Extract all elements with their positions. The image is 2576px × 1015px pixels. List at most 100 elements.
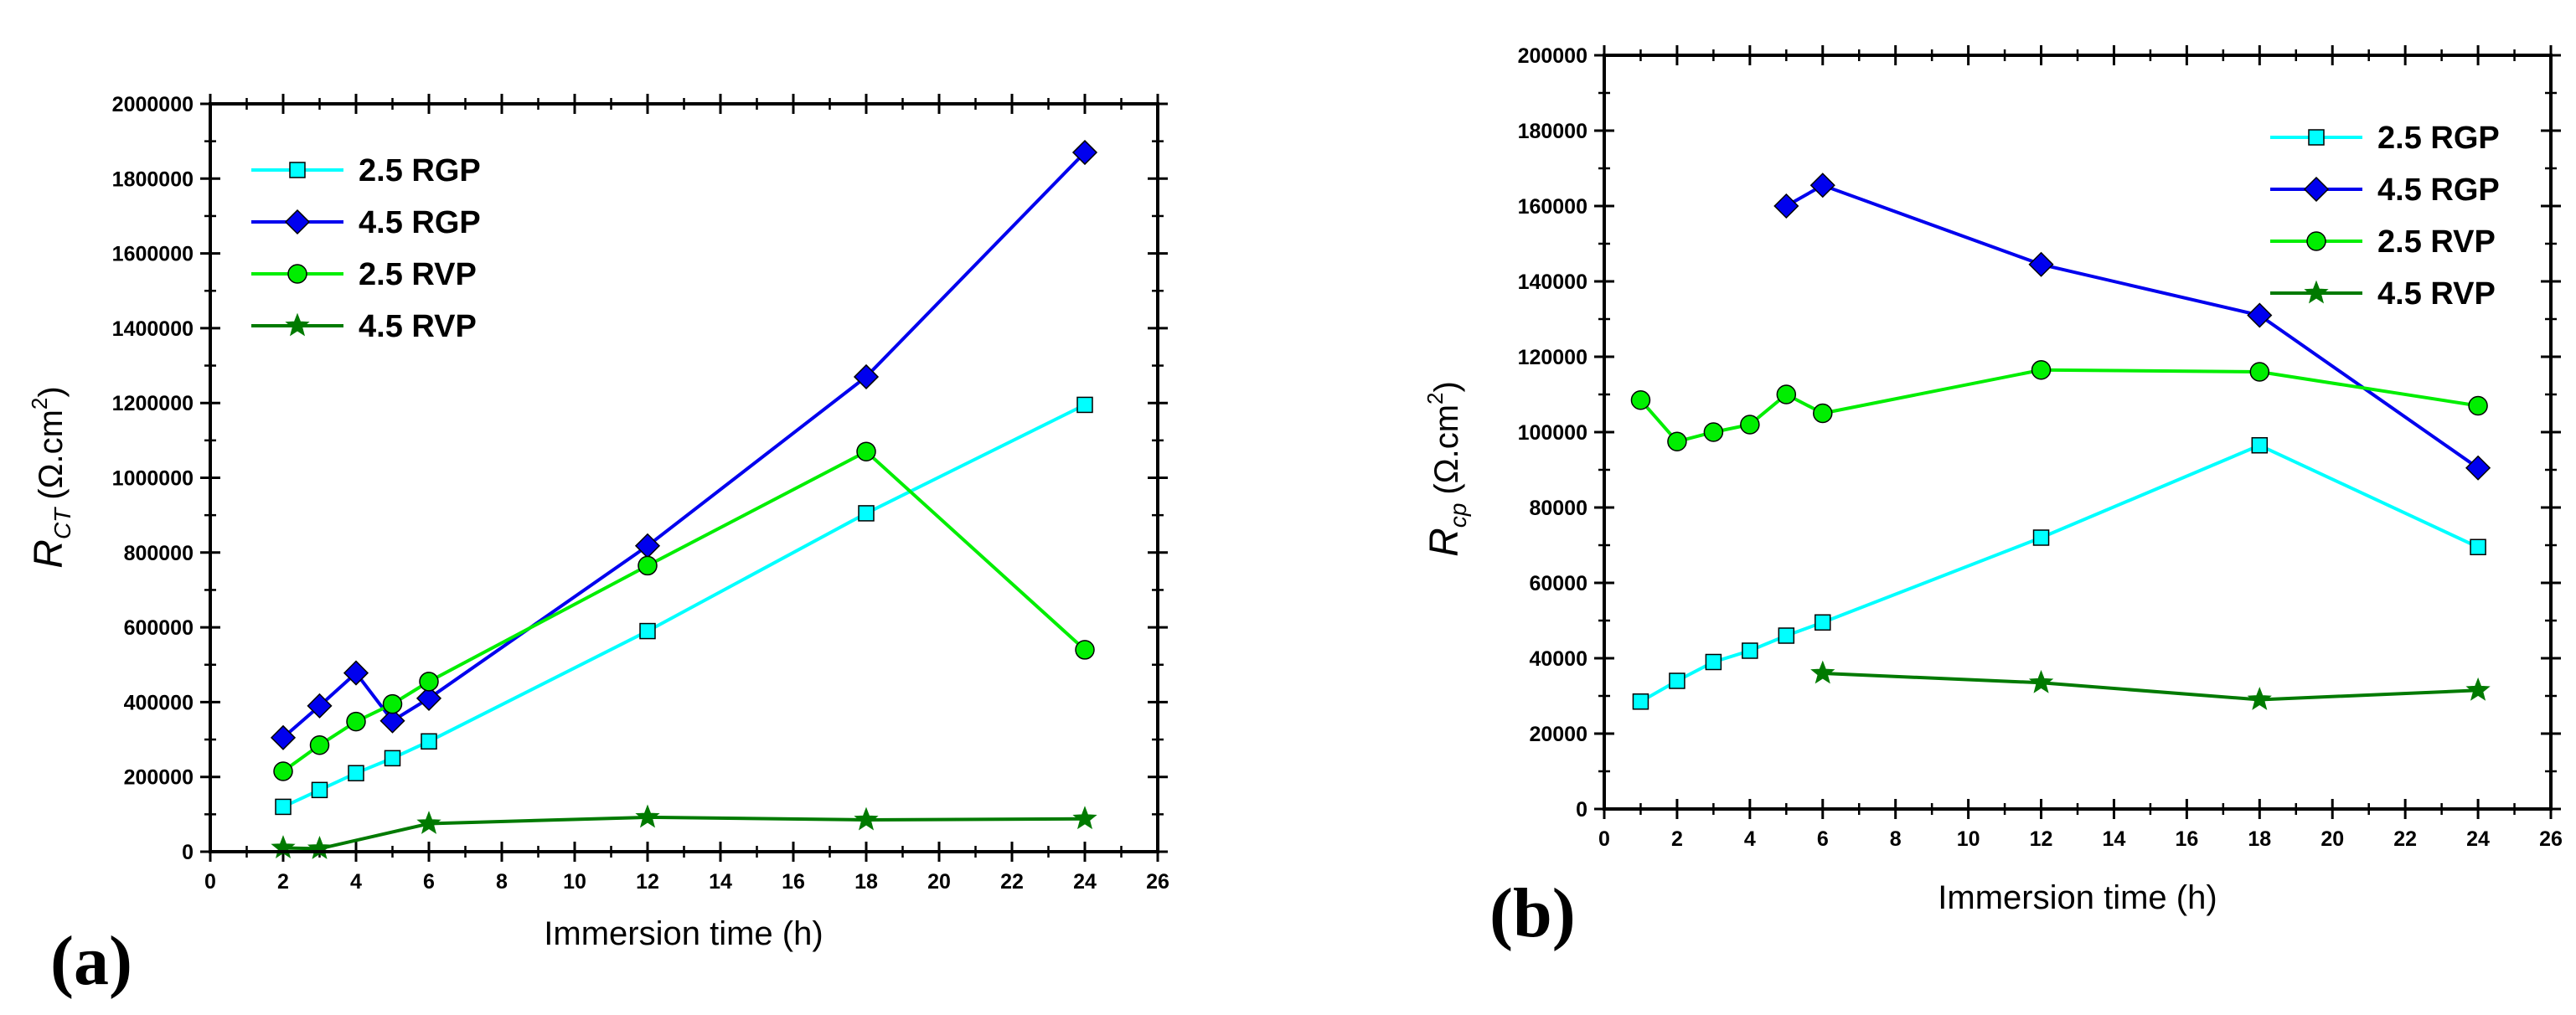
data-point-2-5-rgp: [384, 750, 401, 767]
x-tick-label: 22: [2393, 827, 2417, 851]
data-point-2-5-rvp: [2249, 362, 2270, 382]
data-point-2-5-rvp: [638, 555, 658, 576]
data-point-2-5-rgp: [275, 798, 292, 816]
x-tick-labels-b: 0 2 4 6 8 10 12 14 16 18 20 22 24 26: [1598, 827, 2563, 851]
y-tick-label: 140000: [1518, 270, 1587, 294]
x-tick-labels-a: 0 2 4 6 8 10 12 14 16 18 20 22 24 26: [204, 870, 1169, 894]
y-tick-label: 1400000: [112, 317, 194, 341]
x-tick-label: 20: [2320, 827, 2344, 851]
x-axis-title-a: Immersion time (h): [544, 915, 823, 952]
data-point-4-5-rvp: [416, 811, 441, 834]
y-tick-label: 20000: [1529, 723, 1587, 746]
legend-label: 2.5 RVP: [359, 257, 477, 292]
data-point-4-5-rgp: [1809, 173, 1835, 198]
x-tick-label: 24: [1073, 870, 1097, 894]
y-tick-label: 60000: [1529, 572, 1587, 595]
data-point-4-5-rvp: [1072, 806, 1097, 830]
data-point-2-5-rvp: [856, 441, 876, 461]
data-point-4-5-rgp: [2465, 455, 2491, 481]
y-tick-label: 400000: [124, 691, 194, 714]
x-tick-label: 16: [2175, 827, 2198, 851]
legend-label: 4.5 RVP: [2377, 276, 2496, 312]
legend-label: 4.5 RVP: [359, 309, 477, 344]
y-tick-label: 1000000: [112, 467, 194, 491]
data-point-2-5-rgp: [1705, 653, 1722, 671]
y-axis-title-b: Rcp(Ω.cm2): [1422, 381, 1471, 557]
x-tick-label: 26: [2539, 827, 2563, 851]
x-tick-label: 14: [2103, 827, 2126, 851]
y-tick-label: 1200000: [112, 392, 194, 415]
legend-label: 4.5 RGP: [2377, 173, 2500, 208]
x-tick-label: 0: [204, 870, 216, 894]
plot-area-a: [200, 94, 1168, 862]
legend-swatch-marker: [2306, 231, 2326, 251]
data-point-2-5-rgp: [311, 781, 328, 799]
y-tick-label: 1800000: [112, 167, 194, 191]
panel-label-a: (a): [50, 922, 132, 1000]
data-point-2-5-rvp: [1075, 640, 1095, 660]
x-tick-label: 10: [1957, 827, 1980, 851]
panel-label-b: (b): [1489, 874, 1576, 952]
legend-item-2-5-rgp: 2.5 RGP: [251, 153, 481, 188]
data-point-4-5-rgp: [853, 363, 880, 390]
chart-panel-b: 0 2 4 6 8 10 12 14 16 18 20 22 24 26 0200004000060000…: [1422, 44, 2563, 952]
data-point-4-5-rvp: [2465, 677, 2491, 701]
series-2-5-rvp: [273, 441, 1095, 781]
y-tick-label: 600000: [124, 616, 194, 640]
x-tick-label: 12: [2030, 827, 2053, 851]
data-point-4-5-rgp: [1773, 193, 1799, 219]
data-point-2-5-rvp: [1703, 422, 1724, 442]
data-point-2-5-rgp: [858, 505, 875, 522]
x-axis-title-b: Immersion time (h): [1938, 879, 2217, 916]
data-point-4-5-rgp: [307, 693, 333, 719]
plot-frame-b: [1603, 54, 2553, 811]
y-tick-labels-b: 0 20000 40000 60000 80000 100000 120000 140000 1…: [1518, 44, 1587, 822]
data-point-4-5-rvp: [2247, 687, 2272, 710]
legend-swatch-marker: [2303, 176, 2330, 203]
y-tick-label: 160000: [1518, 195, 1587, 219]
series-4-5-rgp: [1773, 173, 2491, 481]
legend-item-4-5-rvp: 4.5 RVP: [251, 309, 477, 344]
y-tick-label: 80000: [1529, 497, 1587, 520]
x-tick-label: 4: [1744, 827, 1756, 851]
data-point-2-5-rgp: [2470, 538, 2486, 555]
x-tick-label: 2: [277, 870, 289, 894]
data-point-4-5-rvp: [2028, 669, 2054, 693]
x-tick-label: 6: [1817, 827, 1829, 851]
data-point-2-5-rgp: [1778, 627, 1795, 644]
data-point-4-5-rvp: [1810, 660, 1835, 684]
series-line-4-5-rvp: [1822, 672, 2479, 702]
data-point-2-5-rvp: [1667, 431, 1687, 451]
series-4-5-rgp: [270, 139, 1098, 750]
series-2-5-rgp: [275, 396, 1093, 816]
x-tick-label: 26: [1146, 870, 1169, 894]
x-tick-label: 22: [1000, 870, 1024, 894]
series-line-2-5-rgp: [282, 403, 1086, 809]
data-point-2-5-rgp: [421, 733, 437, 750]
data-point-2-5-rvp: [1740, 415, 1760, 435]
data-point-2-5-rgp: [2251, 437, 2269, 454]
data-point-2-5-rgp: [639, 622, 656, 640]
y-tick-label: 200000: [1518, 44, 1587, 68]
y-tick-labels-a: 0 200000 400000 600000 800000 1000000 1200000 1…: [112, 93, 194, 864]
y-tick-label: 100000: [1518, 421, 1587, 445]
series-line-4-5-rvp: [282, 815, 1086, 851]
y-tick-label: 40000: [1529, 647, 1587, 671]
data-point-4-5-rvp: [307, 835, 333, 859]
plot-frame-a: [209, 102, 1159, 853]
legend-swatch-marker: [2304, 280, 2329, 304]
series-4-5-rvp: [1810, 660, 2491, 710]
data-point-2-5-rvp: [419, 672, 439, 692]
x-tick-label: 18: [854, 870, 878, 894]
series-line-2-5-rgp: [1639, 443, 2479, 703]
data-point-2-5-rvp: [2031, 360, 2052, 380]
x-tick-label: 4: [350, 870, 362, 894]
x-tick-label: 16: [782, 870, 805, 894]
chart-panel-a: 0 2 4 6 8 10 12 14 16 18 20 22 24 26 0200000400000600…: [27, 93, 1169, 1000]
legend-b: 2.5 RGP 4.5 RGP 2.5 RVP 4.5 RVP: [2270, 121, 2500, 312]
data-point-2-5-rvp: [382, 693, 403, 714]
series-2-5-rvp: [1630, 360, 2488, 451]
data-point-2-5-rgp: [2032, 529, 2050, 546]
y-tick-label: 1600000: [112, 243, 194, 266]
